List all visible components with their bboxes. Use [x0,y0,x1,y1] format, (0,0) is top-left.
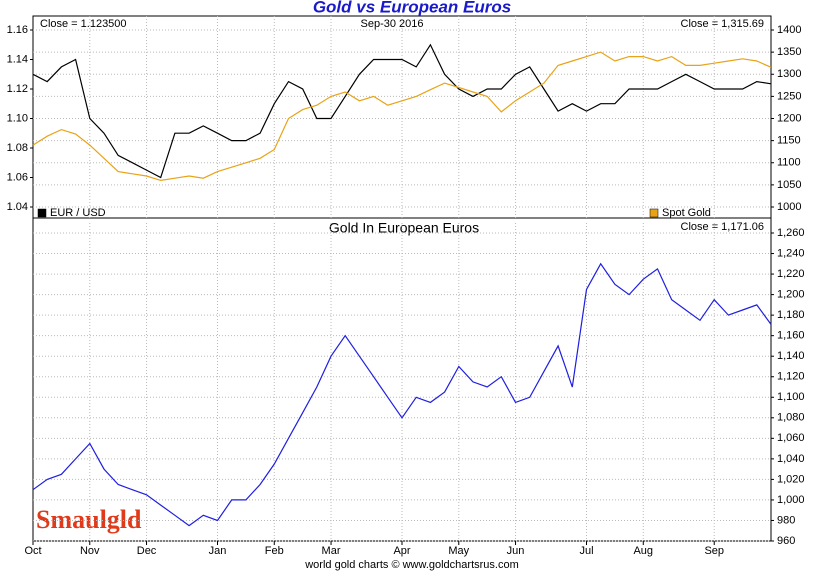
y-tick-label: 1,220 [777,268,805,280]
x-tick-label: Dec [137,545,157,557]
panel-title: Gold In European Euros [329,220,479,236]
y-tick-label: 1,080 [777,412,805,424]
x-tick-label: Feb [265,545,284,557]
x-tick-label: Oct [24,545,41,557]
x-tick-label: Sep [704,545,724,557]
y-tick-label: 1.04 [7,201,28,213]
legend-swatch [649,208,659,218]
legend-swatch [37,208,47,218]
y-tick-label: 1,160 [777,330,805,342]
x-tick-label: Jun [507,545,525,557]
y2-tick-label: 1250 [777,90,801,102]
chart-title: Gold vs European Euros [313,0,511,16]
y-tick-label: 1,140 [777,350,805,362]
x-tick-label: Nov [80,545,100,557]
y-tick-label: 1,260 [777,227,805,239]
series-line [32,51,772,182]
x-tick-label: Jan [209,545,227,557]
x-tick-label: Aug [633,545,653,557]
legend-label: Spot Gold [662,207,711,219]
annotation: Close = 1,315.69 [681,18,764,30]
y2-tick-label: 1200 [777,112,801,124]
y2-tick-label: 1400 [777,24,801,36]
y-tick-label: 1.14 [7,53,28,65]
x-tick-label: May [448,545,469,557]
y-tick-label: 1.08 [7,142,28,154]
annotation: Close = 1,171.06 [681,221,764,233]
y-tick-label: 1,200 [777,289,805,301]
footer: world gold charts © www.goldchartsrus.co… [304,559,519,571]
y2-tick-label: 1300 [777,68,801,80]
y2-tick-label: 1150 [777,135,801,147]
logo: Smaulgld [36,505,142,534]
y-tick-label: 1,060 [777,432,805,444]
annotation: Sep-30 2016 [361,18,424,30]
y-tick-label: 1,040 [777,453,805,465]
y-tick-label: 960 [777,535,795,547]
y-tick-label: 1,240 [777,247,805,259]
y-tick-label: 1,180 [777,309,805,321]
legend-label: EUR / USD [50,207,106,219]
y-tick-label: 1.12 [7,83,28,95]
y2-tick-label: 1100 [777,157,801,169]
y-tick-label: 1,020 [777,473,805,485]
y-tick-label: 1,000 [777,494,805,506]
series-line [32,43,772,179]
y2-tick-label: 1050 [777,179,801,191]
x-tick-label: Mar [322,545,341,557]
y-tick-label: 1.10 [7,112,28,124]
y2-tick-label: 1350 [777,46,801,58]
x-tick-label: Jul [579,545,593,557]
y2-tick-label: 1000 [777,201,801,213]
annotation: Close = 1.123500 [40,18,127,30]
y-tick-label: 1,100 [777,391,805,403]
y-tick-label: 1.06 [7,171,28,183]
series-line [32,262,772,527]
y-tick-label: 1.16 [7,24,28,36]
x-tick-label: Apr [393,545,410,557]
y-tick-label: 1,120 [777,371,805,383]
y-tick-label: 980 [777,514,795,526]
